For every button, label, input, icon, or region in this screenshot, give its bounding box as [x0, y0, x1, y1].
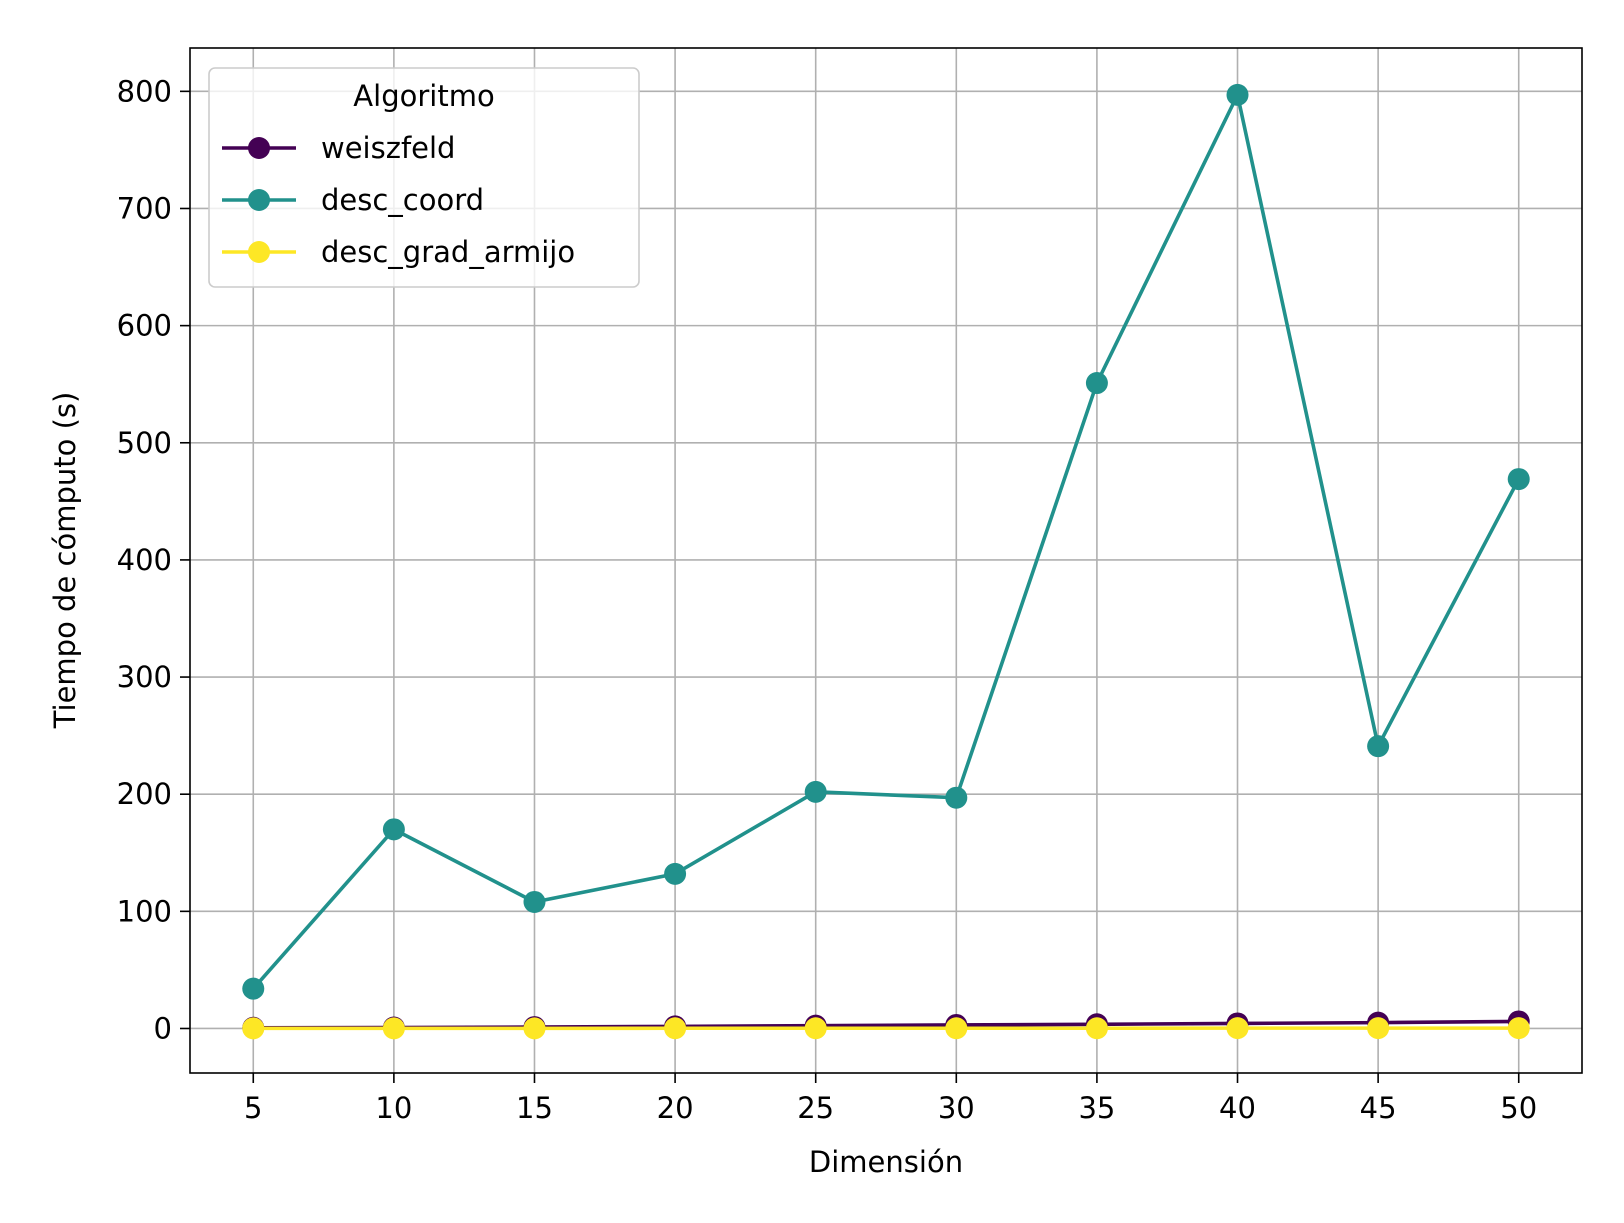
data-point: [804, 1017, 827, 1040]
data-point: [382, 818, 405, 841]
y-tick-label: 500: [117, 426, 172, 460]
data-point: [242, 1017, 265, 1040]
x-tick-label: 20: [657, 1091, 694, 1125]
data-point: [382, 1017, 405, 1040]
series-lines: [242, 83, 1530, 1040]
y-tick-label: 800: [117, 74, 172, 108]
legend-label: weiszfeld: [321, 131, 455, 165]
data-point: [242, 977, 265, 1000]
data-point: [1507, 1017, 1530, 1040]
data-point: [1226, 1017, 1249, 1040]
series-line: [251, 93, 1521, 990]
data-point: [945, 786, 968, 809]
y-tick-label: 400: [117, 543, 172, 577]
data-point: [804, 780, 827, 803]
x-tick-label: 15: [516, 1091, 553, 1125]
y-tick-label: 700: [117, 191, 172, 225]
legend-entry: desc_coord: [222, 183, 484, 217]
data-point: [664, 1017, 687, 1040]
x-tick-label: 10: [375, 1091, 412, 1125]
x-tick-label: 40: [1219, 1091, 1256, 1125]
data-point: [1085, 1017, 1108, 1040]
x-tick-label: 5: [244, 1091, 262, 1125]
y-tick-label: 200: [117, 777, 172, 811]
legend-entries: weiszfeld desc_coord desc_grad_armijo: [222, 131, 575, 269]
legend-marker: [248, 137, 270, 159]
data-point: [523, 890, 546, 913]
data-point: [1507, 468, 1530, 491]
y-tick-label: 600: [117, 309, 172, 343]
x-tick-label: 50: [1500, 1091, 1537, 1125]
y-axis: 0 100 200 300 400 500 600 700 800: [117, 74, 190, 1045]
x-tick-label: 35: [1078, 1091, 1115, 1125]
x-tick-label: 25: [797, 1091, 834, 1125]
y-tick-label: 300: [117, 660, 172, 694]
y-tick-label: 100: [117, 894, 172, 928]
x-tick-label: 30: [938, 1091, 975, 1125]
legend-marker: [248, 241, 270, 263]
legend-label: desc_coord: [321, 183, 484, 217]
data-point: [1085, 372, 1108, 395]
data-point: [523, 1017, 546, 1040]
x-tick-label: 45: [1360, 1091, 1397, 1125]
legend-entry: weiszfeld: [222, 131, 455, 165]
data-point: [1367, 1017, 1390, 1040]
data-point: [945, 1017, 968, 1040]
legend-marker: [248, 189, 270, 211]
data-point: [664, 862, 687, 885]
x-axis-label: Dimensión: [809, 1145, 963, 1179]
legend: Algoritmo weiszfeld desc_coord desc_grad_a…: [208, 67, 640, 288]
data-point: [1226, 83, 1249, 106]
legend-title: Algoritmo: [353, 79, 494, 113]
y-axis-label: Tiempo de cómputo (s): [48, 392, 82, 730]
data-point: [1367, 735, 1390, 758]
x-axis: 5 10 15 20 25 30 35 40 45 50: [244, 1073, 1537, 1125]
y-tick-label: 0: [154, 1011, 172, 1045]
legend-entry: desc_grad_armijo: [222, 235, 575, 269]
series-desc_grad_armijo: [242, 1017, 1530, 1040]
legend-box: [208, 67, 640, 288]
legend-label: desc_grad_armijo: [321, 235, 575, 269]
series-desc_coord: [242, 83, 1530, 1000]
